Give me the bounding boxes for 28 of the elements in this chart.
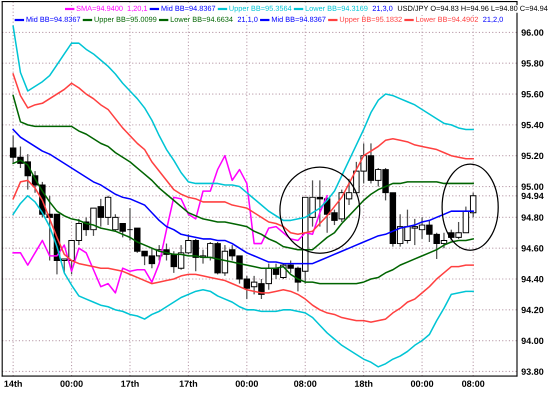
- x-tick-label: 08:00: [294, 380, 316, 387]
- y-tick-label: 95.00: [521, 183, 544, 190]
- y-tick-label: 94.60: [521, 245, 544, 252]
- x-tick-label: 17th: [180, 380, 198, 387]
- x-tick-label: 17th: [121, 380, 139, 387]
- y-tick-label: 95.40: [521, 122, 544, 128]
- y-tick-label: 94.20: [521, 306, 544, 314]
- y-tick-label: 94.40: [521, 276, 544, 282]
- y-tick-label: 95.60: [521, 91, 544, 98]
- line-series: [12, 154, 328, 294]
- y-tick-label: 93.80: [521, 368, 544, 375]
- x-tick-label: 00:00: [236, 380, 258, 387]
- y-tick-label: 94.80: [521, 214, 544, 221]
- y-tick-label: 94.94: [521, 192, 544, 200]
- x-tick-label: 08:00: [462, 380, 484, 387]
- x-tick-label: 00:00: [60, 380, 83, 387]
- y-tick-label: 95.80: [521, 60, 544, 67]
- y-tick-label: 95.20: [521, 152, 544, 160]
- y-tick-label: 94.00: [521, 338, 544, 344]
- line-series: [12, 180, 474, 323]
- x-tick-label: 14th: [4, 380, 22, 387]
- line-series: [12, 73, 474, 236]
- line-series: [12, 94, 474, 250]
- line-series: [12, 195, 474, 368]
- line-series: [12, 25, 474, 222]
- x-tick-label: 18th: [354, 380, 372, 387]
- y-tick-label: 96.00: [521, 29, 544, 36]
- x-tick-label: 00:00: [410, 380, 434, 387]
